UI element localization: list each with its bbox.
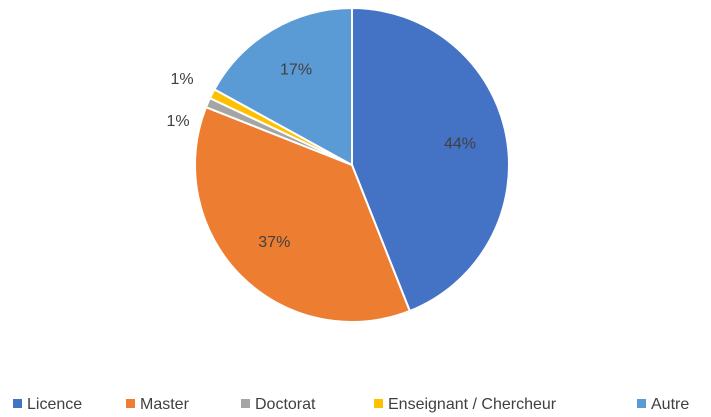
legend-swatch (13, 399, 22, 408)
legend-swatch (637, 399, 646, 408)
pie-slice (213, 6, 353, 167)
pie-slice (351, 6, 510, 313)
data-label: 37% (258, 234, 290, 251)
legend-swatch (241, 399, 250, 408)
data-label: 1% (166, 113, 189, 130)
legend-label: Doctorat (255, 396, 316, 413)
legend-label: Autre (651, 396, 689, 413)
legend-swatch (126, 399, 135, 408)
data-label: 1% (170, 71, 193, 88)
pie-slice (194, 105, 412, 323)
data-label: 17% (280, 62, 312, 79)
legend-label: Licence (27, 396, 82, 413)
data-label: 44% (444, 136, 476, 153)
legend-swatch (374, 399, 383, 408)
legend-label: Enseignant / Chercheur (388, 396, 557, 413)
legend-label: Master (140, 396, 190, 413)
